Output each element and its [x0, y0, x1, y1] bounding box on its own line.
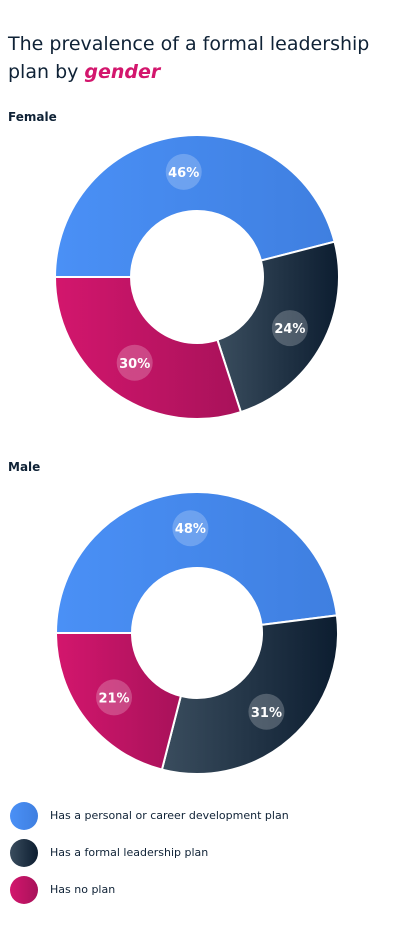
legend-swatch-pink	[10, 875, 38, 904]
male-donut-chart: 48% 31% 21%	[54, 491, 339, 775]
chart-title: The prevalence of a formal leadership pl…	[8, 30, 388, 86]
male-data-label-leadership-plan: 31%	[251, 706, 282, 721]
male-label-bubble-development-plan	[172, 510, 209, 547]
legend-item-development-plan: Has a personal or career development pla…	[10, 797, 390, 834]
chart-legend: Has a personal or career development pla…	[10, 797, 390, 908]
female-label-bubble-development-plan	[165, 153, 202, 190]
female-label-bubble-no-plan	[116, 344, 153, 381]
legend-item-leadership-plan: Has a formal leadership plan	[10, 834, 390, 871]
female-panel-label: Female	[8, 110, 57, 124]
female-label-bubble-leadership-plan	[271, 310, 308, 347]
female-donut-chart: 46% 24% 30%	[53, 134, 340, 420]
male-label-bubble-leadership-plan	[248, 693, 285, 730]
male-slice-no-plan	[54, 632, 183, 771]
legend-label: Has a personal or career development pla…	[50, 809, 289, 822]
female-slice-development-plan	[53, 134, 336, 278]
female-data-label-no-plan: 30%	[119, 357, 150, 372]
male-slice-development-plan	[54, 491, 339, 634]
legend-item-no-plan: Has no plan	[10, 871, 390, 908]
female-data-label-leadership-plan: 24%	[274, 322, 305, 337]
chart-title-prefix: The prevalence of a formal leadership pl…	[8, 33, 370, 83]
male-slice-leadership-plan	[160, 614, 339, 775]
female-slice-leadership-plan	[216, 240, 340, 414]
male-label-bubble-no-plan	[96, 679, 133, 716]
male-panel-label: Male	[8, 460, 41, 474]
female-data-label-development-plan: 46%	[168, 166, 199, 181]
legend-swatch-navy	[10, 838, 38, 867]
male-data-label-no-plan: 21%	[98, 691, 129, 706]
legend-swatch-blue	[10, 801, 38, 830]
legend-label: Has no plan	[50, 883, 116, 896]
female-slice-no-plan	[53, 276, 243, 420]
chart-title-accent: gender	[84, 61, 161, 83]
male-data-label-development-plan: 48%	[175, 522, 206, 537]
legend-label: Has a formal leadership plan	[50, 846, 209, 859]
